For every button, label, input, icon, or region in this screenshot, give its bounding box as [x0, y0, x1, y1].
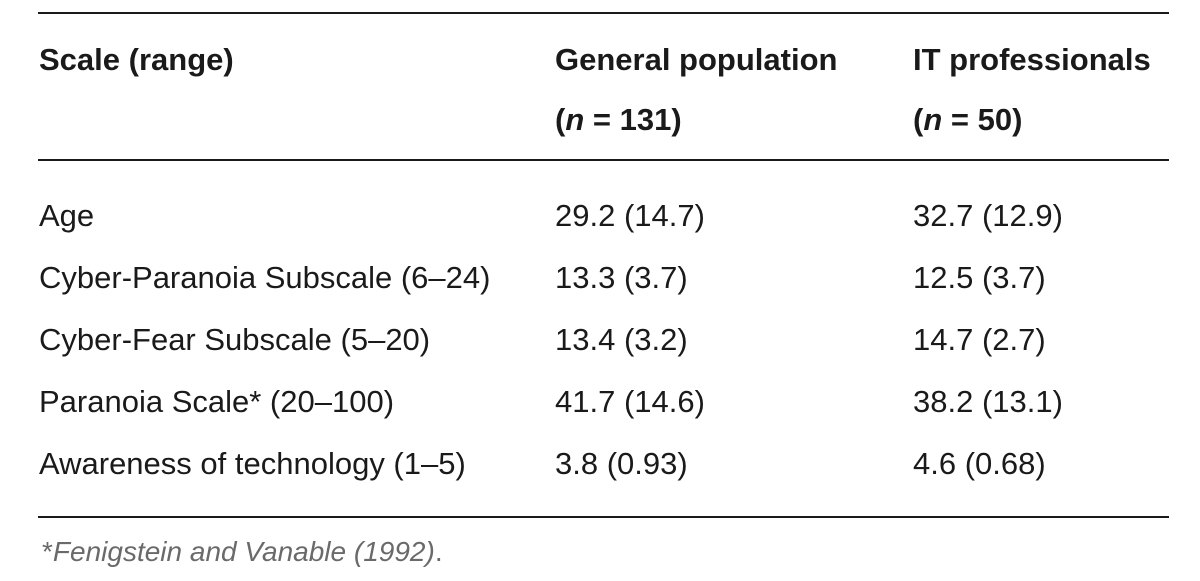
header-scale-range: Scale (range)	[39, 42, 234, 77]
row-cyber-fear-it: 14.7 (2.7)	[913, 322, 1046, 357]
header-it-professionals-n: (n = 50)	[913, 102, 1023, 137]
row-age-general: 29.2 (14.7)	[555, 198, 705, 233]
row-awareness-it: 4.6 (0.68)	[913, 446, 1046, 481]
table-top-rule	[38, 12, 1169, 14]
footnote-reference: Fenigstein and Vanable (1992)	[52, 536, 435, 567]
row-awareness-general: 3.8 (0.93)	[555, 446, 688, 481]
row-paranoia-scale: Paranoia Scale* (20–100)	[39, 384, 395, 419]
row-awareness-scale: Awareness of technology (1–5)	[39, 446, 466, 481]
row-cyber-fear-general: 13.4 (3.2)	[555, 322, 688, 357]
row-cyber-paranoia-general: 13.3 (3.7)	[555, 260, 688, 295]
table-footnote: *Fenigstein and Vanable (1992).	[42, 536, 443, 567]
header-general-population-n: (n = 131)	[555, 102, 682, 137]
row-paranoia-general: 41.7 (14.6)	[555, 384, 705, 419]
row-paranoia-it: 38.2 (13.1)	[913, 384, 1063, 419]
row-cyber-paranoia-scale: Cyber-Paranoia Subscale (6–24)	[39, 260, 491, 295]
row-age-scale: Age	[39, 198, 95, 233]
table-bottom-rule	[38, 516, 1169, 518]
row-cyber-paranoia-it: 12.5 (3.7)	[913, 260, 1046, 295]
header-bottom-rule	[38, 159, 1169, 161]
footnote-marker: *	[42, 536, 53, 567]
row-cyber-fear-scale: Cyber-Fear Subscale (5–20)	[39, 322, 431, 357]
row-age-it: 32.7 (12.9)	[913, 198, 1063, 233]
header-it-professionals: IT professionals	[913, 42, 1151, 77]
header-general-population: General population	[555, 42, 838, 77]
